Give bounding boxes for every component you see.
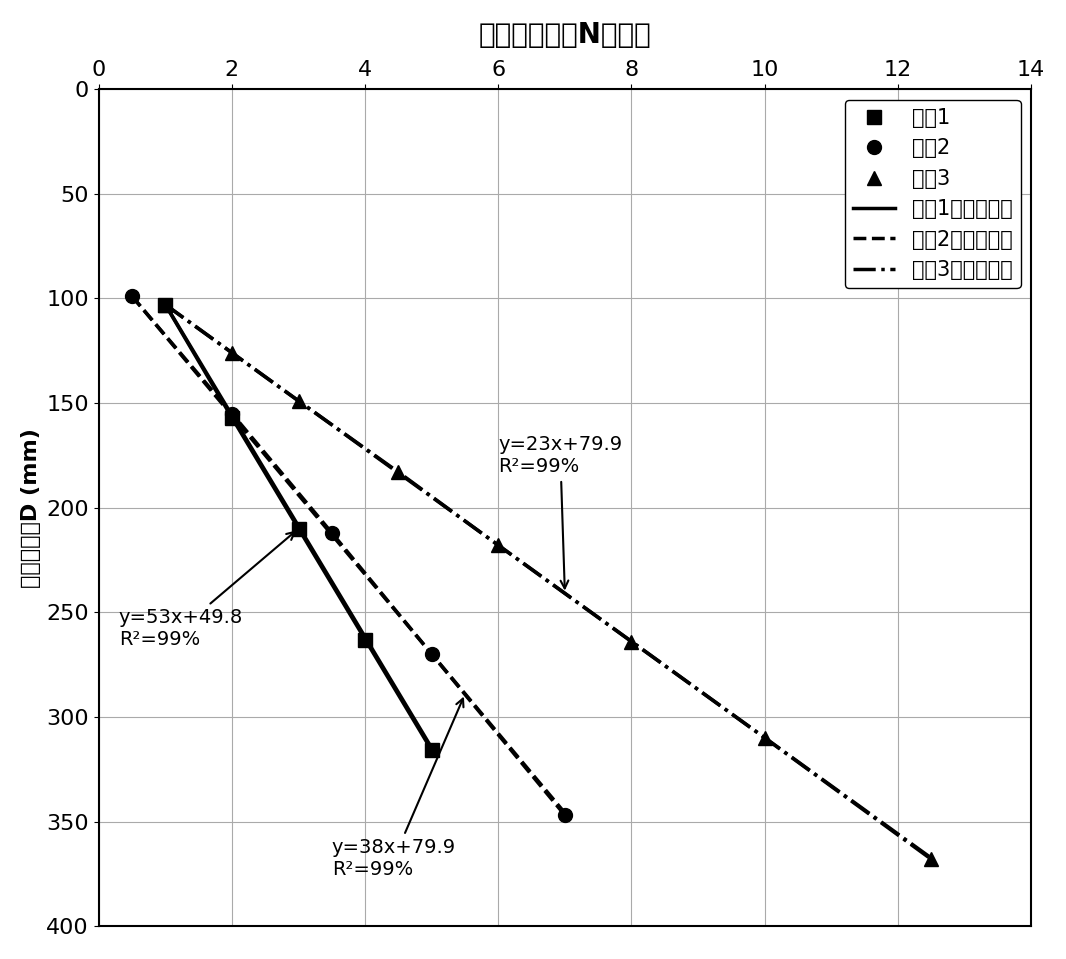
Line: 试验2: 试验2 — [125, 290, 571, 822]
Line: 试验1的直线拟合: 试验1的直线拟合 — [165, 304, 432, 748]
试验1 — [159, 299, 172, 311]
试验2的直线拟合 — [126, 291, 139, 302]
Line: 试验3: 试验3 — [159, 298, 938, 866]
试验1 — [292, 523, 305, 534]
试验2的直线拟合 — [559, 807, 571, 819]
Legend: 试验1, 试验2, 试验3, 试验1的直线拟合, 试验2的直线拟合, 试验3的直线拟合: 试验1, 试验2, 试验3, 试验1的直线拟合, 试验2的直线拟合, 试验3的直… — [845, 100, 1020, 289]
试验3 — [159, 299, 172, 311]
试验1的直线拟合 — [221, 402, 233, 413]
试验2的直线拟合 — [384, 598, 397, 610]
试验1 — [425, 744, 438, 756]
试验3的直线拟合 — [886, 824, 899, 835]
试验2的直线拟合 — [536, 782, 549, 793]
试验2的直线拟合 — [523, 765, 536, 777]
试验2 — [226, 408, 239, 419]
Line: 试验1: 试验1 — [159, 298, 438, 758]
试验2的直线拟合 — [209, 389, 222, 401]
试验1的直线拟合 — [296, 527, 309, 539]
试验1的直线拟合 — [411, 720, 424, 732]
试验1的直线拟合 — [404, 706, 417, 717]
Line: 试验3的直线拟合: 试验3的直线拟合 — [165, 305, 932, 858]
试验3的直线拟合 — [862, 807, 875, 819]
试验3的直线拟合 — [159, 299, 172, 311]
试验3的直线拟合 — [306, 405, 319, 416]
Title: 累积锤击数，N（击）: 累积锤击数，N（击） — [479, 21, 651, 49]
试验1 — [359, 634, 372, 645]
试验2的直线拟合 — [349, 556, 361, 568]
试验3 — [625, 636, 637, 647]
Y-axis label: 贯入深度，D (mm): 贯入深度，D (mm) — [21, 428, 41, 588]
试验3 — [226, 347, 239, 359]
试验3 — [392, 466, 405, 478]
试验1的直线拟合 — [159, 298, 172, 310]
试验3的直线拟合 — [925, 853, 938, 864]
试验2 — [559, 809, 571, 821]
试验2的直线拟合 — [226, 410, 239, 422]
试验3 — [491, 540, 504, 551]
试验3 — [758, 732, 771, 743]
试验3的直线拟合 — [337, 428, 350, 439]
Text: y=23x+79.9
R²=99%: y=23x+79.9 R²=99% — [498, 435, 623, 589]
Text: y=53x+49.8
R²=99%: y=53x+49.8 R²=99% — [118, 532, 294, 649]
试验3 — [292, 395, 305, 407]
试验1的直线拟合 — [210, 384, 223, 395]
试验2 — [425, 648, 438, 660]
试验3 — [925, 854, 938, 865]
试验1 — [226, 412, 239, 424]
试验1的直线拟合 — [425, 742, 438, 754]
试验3的直线拟合 — [615, 628, 628, 640]
试验3的直线拟合 — [553, 584, 566, 596]
Line: 试验2的直线拟合: 试验2的直线拟合 — [132, 296, 565, 813]
Text: y=38x+79.9
R²=99%: y=38x+79.9 R²=99% — [332, 698, 464, 879]
试验2 — [126, 291, 139, 302]
试验2 — [325, 527, 338, 539]
试验1的直线拟合 — [318, 563, 330, 574]
